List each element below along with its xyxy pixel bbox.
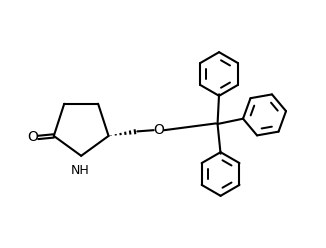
Text: O: O: [154, 123, 165, 137]
Text: NH: NH: [70, 164, 89, 177]
Text: O: O: [27, 130, 38, 144]
